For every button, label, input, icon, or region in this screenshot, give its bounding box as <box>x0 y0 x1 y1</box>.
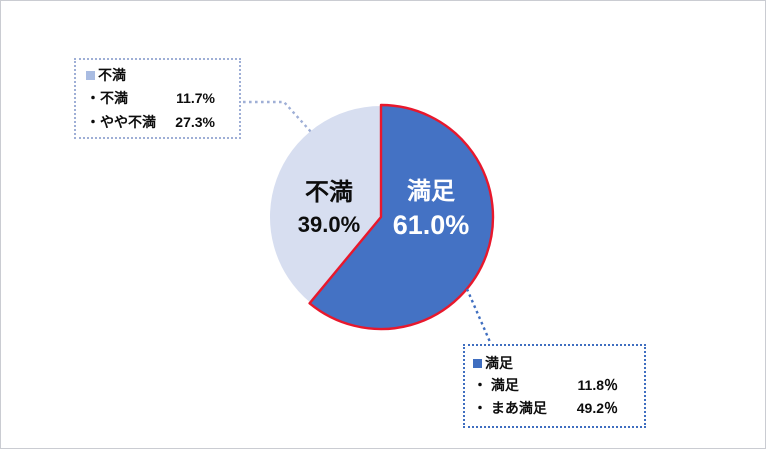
breakdown-label: ・ まあ満足 <box>473 400 547 416</box>
callout-satisfied[interactable]: 満足 ・ 満足 11.8％ ・ まあ満足 49.2％ <box>463 344 646 428</box>
breakdown-row: ・不満 11.7% <box>86 86 215 110</box>
legend-swatch-satisfied-icon <box>473 359 482 368</box>
breakdown-value: 49.2％ <box>576 400 618 416</box>
breakdown-row: ・ 満足 11.8％ <box>473 374 618 397</box>
breakdown-label: ・やや不満 <box>86 114 156 130</box>
breakdown-row: ・やや不満 27.3% <box>86 110 215 134</box>
pie-slice-dissatisfied[interactable] <box>268 104 382 305</box>
breakdown-value: 11.7% <box>176 90 215 106</box>
legend-row-satisfied: 満足 <box>473 353 618 374</box>
legend-row-dissatisfied: 不満 <box>86 65 215 86</box>
breakdown-row: ・ まあ満足 49.2％ <box>473 397 618 420</box>
callout-dissatisfied[interactable]: 不満 ・不満 11.7% ・やや不満 27.3% <box>74 58 241 139</box>
breakdown-label: ・ 満足 <box>473 377 519 393</box>
legend-label-satisfied: 満足 <box>485 355 513 371</box>
breakdown-value: 27.3% <box>175 114 215 130</box>
pie-slice-satisfied[interactable] <box>308 103 495 331</box>
connector-line-dissatisfied <box>243 100 313 134</box>
breakdown-value: 11.8％ <box>577 377 618 393</box>
breakdown-label: ・不満 <box>86 90 128 106</box>
legend-label-dissatisfied: 不満 <box>98 67 126 83</box>
connector-line-satisfied <box>465 288 492 343</box>
legend-swatch-dissatisfied-icon <box>86 71 95 80</box>
